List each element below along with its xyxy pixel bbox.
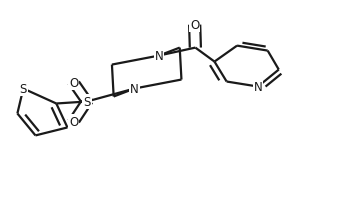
Text: O: O: [69, 115, 78, 128]
Text: N: N: [155, 50, 163, 63]
Text: O: O: [69, 77, 78, 90]
Text: N: N: [254, 81, 262, 94]
Text: O: O: [190, 19, 199, 32]
Text: N: N: [130, 83, 139, 96]
Text: S: S: [83, 96, 91, 108]
Text: S: S: [20, 83, 27, 96]
